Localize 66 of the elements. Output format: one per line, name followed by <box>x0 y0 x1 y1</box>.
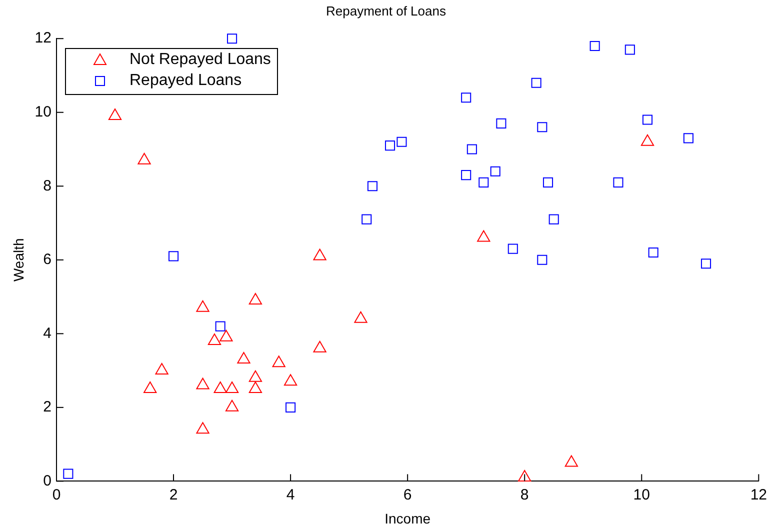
point <box>590 40 600 51</box>
point <box>700 258 712 269</box>
point <box>683 133 694 144</box>
x-tick-label: 2 <box>169 486 178 504</box>
point <box>196 300 210 312</box>
point <box>248 381 262 393</box>
y-axis-title: Wealth <box>10 238 26 282</box>
x-tick-label: 10 <box>633 486 650 504</box>
point <box>168 251 179 262</box>
point <box>284 374 298 386</box>
point <box>496 118 506 128</box>
point <box>362 214 372 224</box>
point <box>642 114 653 125</box>
x-tick-label: 4 <box>286 486 295 504</box>
point <box>367 181 378 192</box>
chart-title: Repayment of Loans <box>326 3 446 18</box>
point <box>248 292 262 304</box>
y-tick-label: 4 <box>43 324 52 342</box>
legend-label: Repayed Loans <box>129 72 242 90</box>
point <box>215 321 226 332</box>
y-tick-label: 6 <box>43 251 52 268</box>
point <box>613 177 624 188</box>
point <box>272 356 286 368</box>
x-tick-label: 6 <box>403 486 412 504</box>
point <box>214 381 227 393</box>
point <box>384 140 396 151</box>
point <box>225 400 239 412</box>
x-tick-label: 12 <box>750 486 767 504</box>
point <box>564 455 578 467</box>
y-tick-label: 10 <box>34 104 52 121</box>
x-tick-label: 8 <box>520 486 529 504</box>
point <box>313 340 326 352</box>
point <box>196 378 210 390</box>
point <box>237 352 250 364</box>
point <box>537 122 548 132</box>
point <box>461 92 472 103</box>
y-tick-label: 12 <box>34 30 52 47</box>
point <box>490 166 500 176</box>
y-tick-label: 0 <box>43 472 52 490</box>
point <box>537 254 548 265</box>
point <box>518 470 532 482</box>
y-tick-label: 8 <box>43 177 52 194</box>
point <box>225 381 239 393</box>
point <box>220 330 233 342</box>
point <box>196 422 210 434</box>
point <box>548 214 559 224</box>
point <box>313 248 326 260</box>
y-tick-label: 2 <box>43 398 52 416</box>
point <box>248 370 262 382</box>
point <box>508 244 518 254</box>
x-axis-title: Income <box>384 510 431 526</box>
point <box>466 144 477 154</box>
point <box>227 34 238 44</box>
point <box>542 177 554 188</box>
point <box>624 44 635 55</box>
point <box>155 363 168 375</box>
point <box>208 334 222 346</box>
point <box>144 381 157 393</box>
point <box>477 230 490 242</box>
point <box>531 78 542 88</box>
point <box>478 177 489 188</box>
point <box>461 170 472 180</box>
legend-label: Not Repayed Loans <box>129 51 271 70</box>
point <box>354 311 368 323</box>
point <box>648 248 658 258</box>
point <box>396 136 407 147</box>
